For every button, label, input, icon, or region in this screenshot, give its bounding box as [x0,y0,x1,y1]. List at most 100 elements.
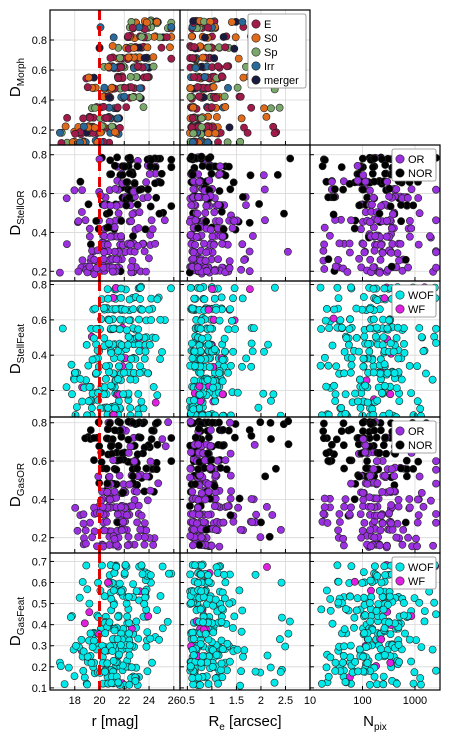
data-point [86,426,95,434]
data-point [216,162,224,171]
data-point [369,263,378,272]
data-point [204,340,213,349]
data-point [324,361,333,370]
data-point [226,361,235,370]
data-point [111,184,120,193]
data-point [375,268,384,277]
data-point [350,623,358,632]
data-point [193,263,202,272]
x-tick-label: 22 [118,695,130,707]
data-point [264,340,272,349]
data-point [263,651,272,660]
data-point [236,526,245,534]
data-point [317,605,326,614]
data-point [224,325,233,334]
data-point [78,397,86,406]
data-point [84,200,93,209]
data-point [347,562,356,571]
data-point [116,315,125,324]
data-point [266,418,275,427]
data-point [432,465,440,474]
data-point [204,23,212,32]
data-point [103,488,112,497]
data-point [83,680,92,689]
data-point [136,295,144,303]
data-point [88,355,97,364]
data-point [130,179,139,188]
data-point [217,659,226,668]
data-point [367,502,376,511]
data-point [153,440,162,449]
data-point [189,103,197,112]
data-point [114,74,122,83]
data-point [107,442,116,450]
x-tick-label: 2.5 [278,695,293,707]
data-point [99,263,108,272]
data-point [143,43,152,52]
legend-marker [251,75,261,85]
legend-label: NOR [408,440,433,452]
data-point [188,354,197,363]
data-point [125,316,134,325]
data-point [332,362,341,371]
x-tick-label: 0.5 [180,695,195,707]
data-point [90,636,98,645]
data-point [196,369,205,377]
data-point [247,339,256,348]
data-point [410,594,419,602]
data-point [115,456,124,464]
data-point [358,418,367,427]
data-point [186,464,195,473]
data-point [217,72,226,81]
data-point [125,680,134,689]
y-tick-label: 0.2 [32,386,47,398]
data-point [320,265,329,273]
data-point [385,409,394,417]
data-point [102,114,111,122]
x-tick-label: 1 [209,695,215,707]
data-point [101,667,109,676]
data-point [90,434,98,442]
data-point [254,403,263,412]
data-point [358,154,367,163]
data-point [407,185,416,194]
data-point [334,577,343,586]
data-point [381,161,390,169]
data-point [206,463,215,472]
data-point [385,192,393,201]
data-point [392,384,401,392]
data-point [374,600,383,608]
data-point [342,334,351,343]
data-point [347,425,355,434]
data-point [135,340,143,349]
data-point [86,629,95,638]
data-point [325,324,333,332]
data-point [366,186,374,195]
data-point [238,606,247,615]
data-point [83,652,92,661]
data-point [205,363,214,371]
data-point [190,43,199,51]
data-point [147,216,156,225]
data-point [210,54,218,63]
y-tick-label: 0.5 [32,599,47,611]
data-point [198,53,207,62]
data-point [224,368,232,377]
data-point [369,368,378,377]
data-point [228,624,237,632]
data-point [330,381,338,390]
data-point [359,652,367,661]
data-point [214,255,222,264]
data-point [145,305,153,314]
data-point [386,390,395,399]
data-point [118,449,127,458]
data-point [262,113,271,121]
data-point [230,612,239,621]
data-point [370,562,379,571]
data-point [345,510,354,519]
data-point [186,570,195,579]
data-point [128,472,137,481]
data-point [124,53,133,62]
data-point [186,502,194,510]
